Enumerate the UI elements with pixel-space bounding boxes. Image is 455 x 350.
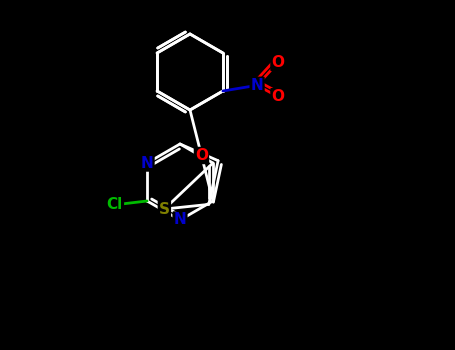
Text: Cl: Cl: [106, 197, 123, 212]
Text: S: S: [159, 202, 170, 217]
Text: N: N: [174, 212, 187, 228]
Text: N: N: [251, 78, 263, 93]
Text: O: O: [195, 148, 208, 163]
Text: O: O: [272, 89, 284, 104]
Text: O: O: [272, 55, 284, 70]
Text: N: N: [141, 155, 153, 170]
